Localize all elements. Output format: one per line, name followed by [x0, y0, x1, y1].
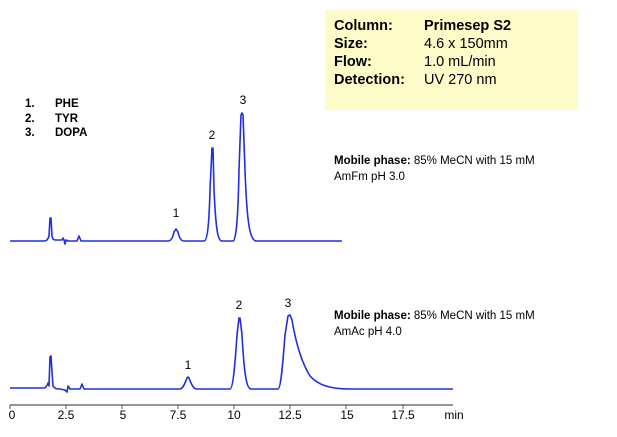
peak-label-top-2: 2	[209, 128, 216, 142]
info-value: 1.0 mL/min	[424, 54, 496, 70]
info-key: Column:	[334, 18, 393, 34]
x-tick-label: 15	[340, 408, 354, 422]
info-row-flow: Flow: 1.0 mL/min	[334, 53, 578, 71]
legend-item: 3. DOPA	[25, 126, 87, 141]
x-tick-label: 7.5	[170, 408, 187, 422]
info-key: Detection:	[334, 72, 405, 88]
mobile-phase-label: Mobile phase:	[334, 155, 411, 167]
legend-number: 3.	[25, 127, 35, 139]
legend-compound: DOPA	[55, 127, 88, 139]
legend-compound: PHE	[55, 98, 79, 110]
x-tick-label: 10	[227, 408, 241, 422]
info-value: UV 270 nm	[424, 72, 497, 88]
peak-label-bottom-2: 2	[236, 298, 243, 312]
peak-label-top-3: 3	[240, 93, 247, 107]
info-key: Size:	[334, 36, 368, 52]
peak-label-bottom-1: 1	[185, 358, 192, 372]
chromatogram-trace-bottom	[10, 314, 453, 393]
peak-label-bottom-3: 3	[285, 296, 292, 310]
x-axis-ticks	[9, 405, 404, 409]
info-row-column: Column: Primesep S2	[334, 17, 578, 35]
mobile-phase-text: 85% MeCN with 15 mM AmFm pH 3.0	[334, 155, 535, 183]
mobile-phase-label: Mobile phase:	[334, 310, 411, 322]
info-key: Flow:	[334, 54, 372, 70]
mobile-phase-annotation-top: Mobile phase: 85% MeCN with 15 mM AmFm p…	[334, 153, 564, 185]
legend-item: 1. PHE	[25, 97, 87, 112]
mobile-phase-annotation-bottom: Mobile phase: 85% MeCN with 15 mM AmAc p…	[334, 308, 564, 340]
x-tick-label: 2.5	[58, 408, 75, 422]
method-info-box: Column: Primesep S2 Size: 4.6 x 150mm Fl…	[325, 10, 578, 110]
info-row-detection: Detection: UV 270 nm	[334, 71, 578, 89]
x-tick-label: 0	[9, 408, 16, 422]
chromatogram-trace-top	[10, 112, 342, 245]
mobile-phase-text: 85% MeCN with 15 mM AmAc pH 4.0	[334, 310, 535, 338]
info-value: Primesep S2	[424, 18, 512, 34]
x-tick-label: 17.5	[391, 408, 415, 422]
info-row-size: Size: 4.6 x 150mm	[334, 35, 578, 53]
peak-label-top-1: 1	[173, 206, 180, 220]
legend-number: 2.	[25, 112, 35, 125]
legend-number: 1.	[25, 98, 35, 110]
x-axis-unit-label: min	[444, 408, 463, 422]
info-value: 4.6 x 150mm	[424, 36, 508, 52]
x-tick-label: 5	[120, 408, 127, 422]
x-tick-label: 12.5	[278, 408, 302, 422]
legend-compound: TYR	[55, 112, 78, 125]
compound-legend: 1. PHE 2. TYR 3. DOPA	[25, 97, 87, 141]
legend-item: 2. TYR	[25, 112, 87, 127]
